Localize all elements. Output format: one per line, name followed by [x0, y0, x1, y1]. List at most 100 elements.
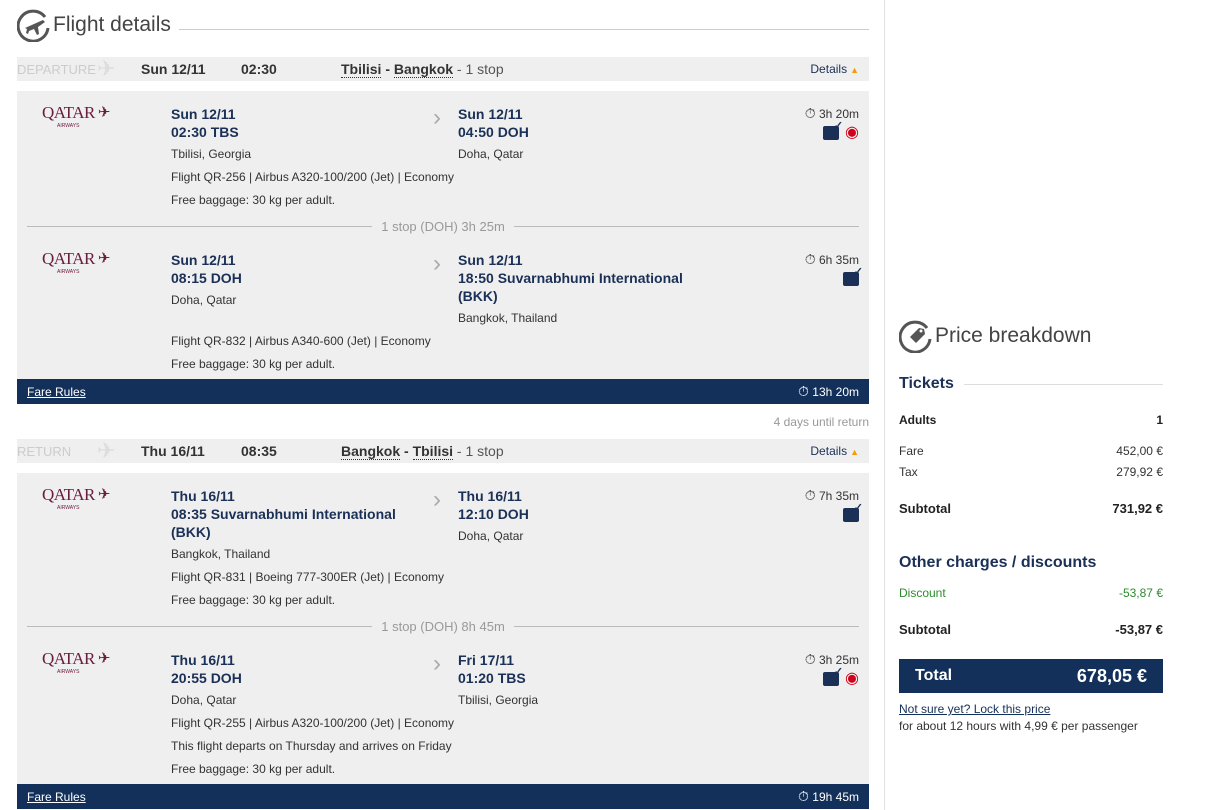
segment-duration: ⏱ 3h 20m ◉ — [805, 105, 859, 141]
details-toggle[interactable]: Details ▲ — [810, 62, 859, 76]
route-from: Bangkok — [341, 443, 401, 460]
eye-icon[interactable]: ◉ — [845, 124, 859, 141]
chevron-right-icon: › — [433, 486, 441, 513]
arr-date: Sun 12/11 — [458, 252, 523, 268]
oryx-icon: ✈ — [97, 650, 111, 667]
plane-icon: ✈ — [97, 56, 116, 81]
fare-rules-link[interactable]: Fare Rules — [27, 384, 86, 399]
discount-label: Discount — [899, 586, 946, 600]
segment-info: Free baggage: 30 kg per adult. — [171, 762, 336, 776]
fare-rules-link[interactable]: Fare Rules — [27, 789, 86, 804]
discount-value: -53,87 € — [1118, 586, 1163, 600]
fare-value: 452,00 € — [1116, 444, 1163, 458]
leg-time: 02:30 — [241, 61, 277, 77]
airline-wordmark: QATAR — [42, 103, 95, 122]
dep-city: Doha, Qatar — [171, 693, 237, 707]
baggage-icon[interactable] — [823, 119, 843, 140]
chevron-right-icon: › — [433, 104, 441, 131]
baggage-icon[interactable] — [843, 265, 863, 286]
departure-col: Thu 16/11 08:35 Suvarnabhumi Internation… — [171, 487, 421, 561]
arrival-col: Sun 12/11 18:50 Suvarnabhumi Internation… — [458, 251, 708, 325]
other-charges-heading: Other charges / discounts — [899, 554, 1097, 571]
qatar-airways-logo: QATAR ✈ AIRWAYS — [42, 485, 111, 511]
leg-date: Thu 16/11 — [141, 443, 205, 459]
airline-wordmark: QATAR — [42, 249, 95, 268]
route-from: Tbilisi — [341, 61, 382, 78]
segment-info: Flight QR-831 | Boeing 777-300ER (Jet) |… — [171, 570, 445, 584]
dep-date: Thu 16/11 — [171, 652, 235, 668]
leg-card: QATAR ✈ AIRWAYS Thu 16/11 08:35 Suvarnabhu… — [17, 473, 869, 784]
dep-city: Bangkok, Thailand — [171, 547, 271, 561]
segment-duration: ⏱ 7h 35m — [805, 487, 863, 522]
chevron-right-icon: › — [433, 650, 441, 677]
stopwatch-icon: ⏱ — [804, 651, 816, 667]
total-bar: Total 678,05 € — [899, 659, 1163, 693]
fare-label: Fare — [899, 444, 924, 458]
discount-row: Discount -53,87 € — [899, 586, 1163, 600]
oryx-icon: ✈ — [97, 250, 111, 267]
other-charges-section: Other charges / discounts — [899, 554, 1163, 572]
segment-info: Flight QR-832 | Airbus A340-600 (Jet) | … — [171, 334, 431, 348]
caret-up-icon: ▲ — [850, 447, 859, 457]
flight-segment: QATAR ✈ AIRWAYS Thu 16/11 20:55 DOH Doha, … — [27, 637, 859, 784]
duration-value: 6h 35m — [818, 253, 859, 267]
details-label: Details — [810, 62, 848, 76]
segment-info: Free baggage: 30 kg per adult. — [171, 357, 336, 371]
details-toggle[interactable]: Details ▲ — [810, 444, 859, 458]
dep-time: 02:30 TBS — [171, 124, 239, 140]
baggage-icon[interactable] — [843, 501, 863, 522]
subtotal-value: 731,92 € — [1112, 501, 1163, 516]
departure-col: Sun 12/11 08:15 DOH Doha, Qatar — [171, 251, 421, 325]
panel-divider — [884, 0, 885, 810]
fare-rules-bar: Fare Rules ⏱ 19h 45m — [17, 784, 869, 809]
price-panel: Price breakdown Tickets Adults 1 Fare 452,… — [899, 0, 1163, 733]
adults-row: Adults 1 — [899, 413, 1163, 427]
route-to: Bangkok — [393, 61, 454, 78]
lock-price-note: for about 12 hours with 4,99 € per passe… — [899, 719, 1138, 733]
arr-city: Bangkok, Thailand — [458, 311, 558, 325]
chevron-right-icon: › — [433, 250, 441, 277]
lock-price-link[interactable]: Not sure yet? Lock this price — [899, 702, 1051, 716]
subtotal2-row: Subtotal -53,87 € — [899, 622, 1163, 637]
tax-row: Tax 279,92 € — [899, 465, 1163, 479]
baggage-icon[interactable] — [823, 665, 843, 686]
adults-label: Adults — [899, 413, 937, 427]
arrival-col: Thu 16/11 12:10 DOH Doha, Qatar — [458, 487, 708, 561]
stop-info: 1 stop (DOH) 8h 45m — [381, 618, 505, 634]
leg-route: Tbilisi - Bangkok - 1 stop — [341, 61, 504, 78]
airline-wordmark: QATAR — [42, 649, 95, 668]
total-label: Total — [915, 667, 953, 684]
leg-label: RETURN — [17, 443, 72, 459]
arr-date: Sun 12/11 — [458, 106, 523, 122]
adults-count: 1 — [1156, 413, 1163, 427]
arrival-col: Sun 12/11 04:50 DOH Doha, Qatar — [458, 105, 708, 161]
until-return: 4 days until return — [773, 415, 869, 429]
arr-time: 01:20 TBS — [458, 670, 526, 686]
oryx-icon: ✈ — [97, 486, 111, 503]
dep-time: 08:35 Suvarnabhumi International (BKK) — [171, 506, 396, 540]
segment-info: Free baggage: 30 kg per adult. — [171, 193, 336, 207]
leg-header: DEPARTURE ✈ Sun 12/11 02:30 Tbilisi - Ba… — [17, 56, 869, 81]
dep-time: 08:15 DOH — [171, 270, 242, 286]
segment-duration: ⏱ 3h 25m ◉ — [804, 651, 859, 687]
price-header: Price breakdown — [899, 311, 1163, 361]
segment-info: Flight QR-256 | Airbus A320-100/200 (Jet… — [171, 170, 455, 184]
leg-date: Sun 12/11 — [141, 61, 206, 77]
tickets-section: Tickets — [899, 375, 1163, 393]
fare-row: Fare 452,00 € — [899, 444, 1163, 458]
eye-icon[interactable]: ◉ — [845, 670, 859, 687]
arr-time: 04:50 DOH — [458, 124, 529, 140]
leg-route: Bangkok - Tbilisi - 1 stop — [341, 443, 504, 460]
arr-date: Fri 17/11 — [458, 652, 515, 668]
qatar-airways-logo: QATAR ✈ AIRWAYS — [42, 103, 111, 129]
tax-label: Tax — [899, 465, 918, 479]
arr-time: 12:10 DOH — [458, 506, 529, 522]
dep-city: Tbilisi, Georgia — [171, 147, 252, 161]
arr-city: Doha, Qatar — [458, 529, 524, 543]
arrival-col: Fri 17/11 01:20 TBS Tbilisi, Georgia — [458, 651, 708, 707]
dep-date: Thu 16/11 — [171, 488, 235, 504]
oryx-icon: ✈ — [97, 104, 111, 121]
total-duration: ⏱ 19h 45m — [798, 788, 859, 805]
tax-value: 279,92 € — [1116, 465, 1163, 479]
flight-details-panel: Flight details DEPARTURE ✈ Sun 12/11 02:… — [17, 0, 869, 809]
